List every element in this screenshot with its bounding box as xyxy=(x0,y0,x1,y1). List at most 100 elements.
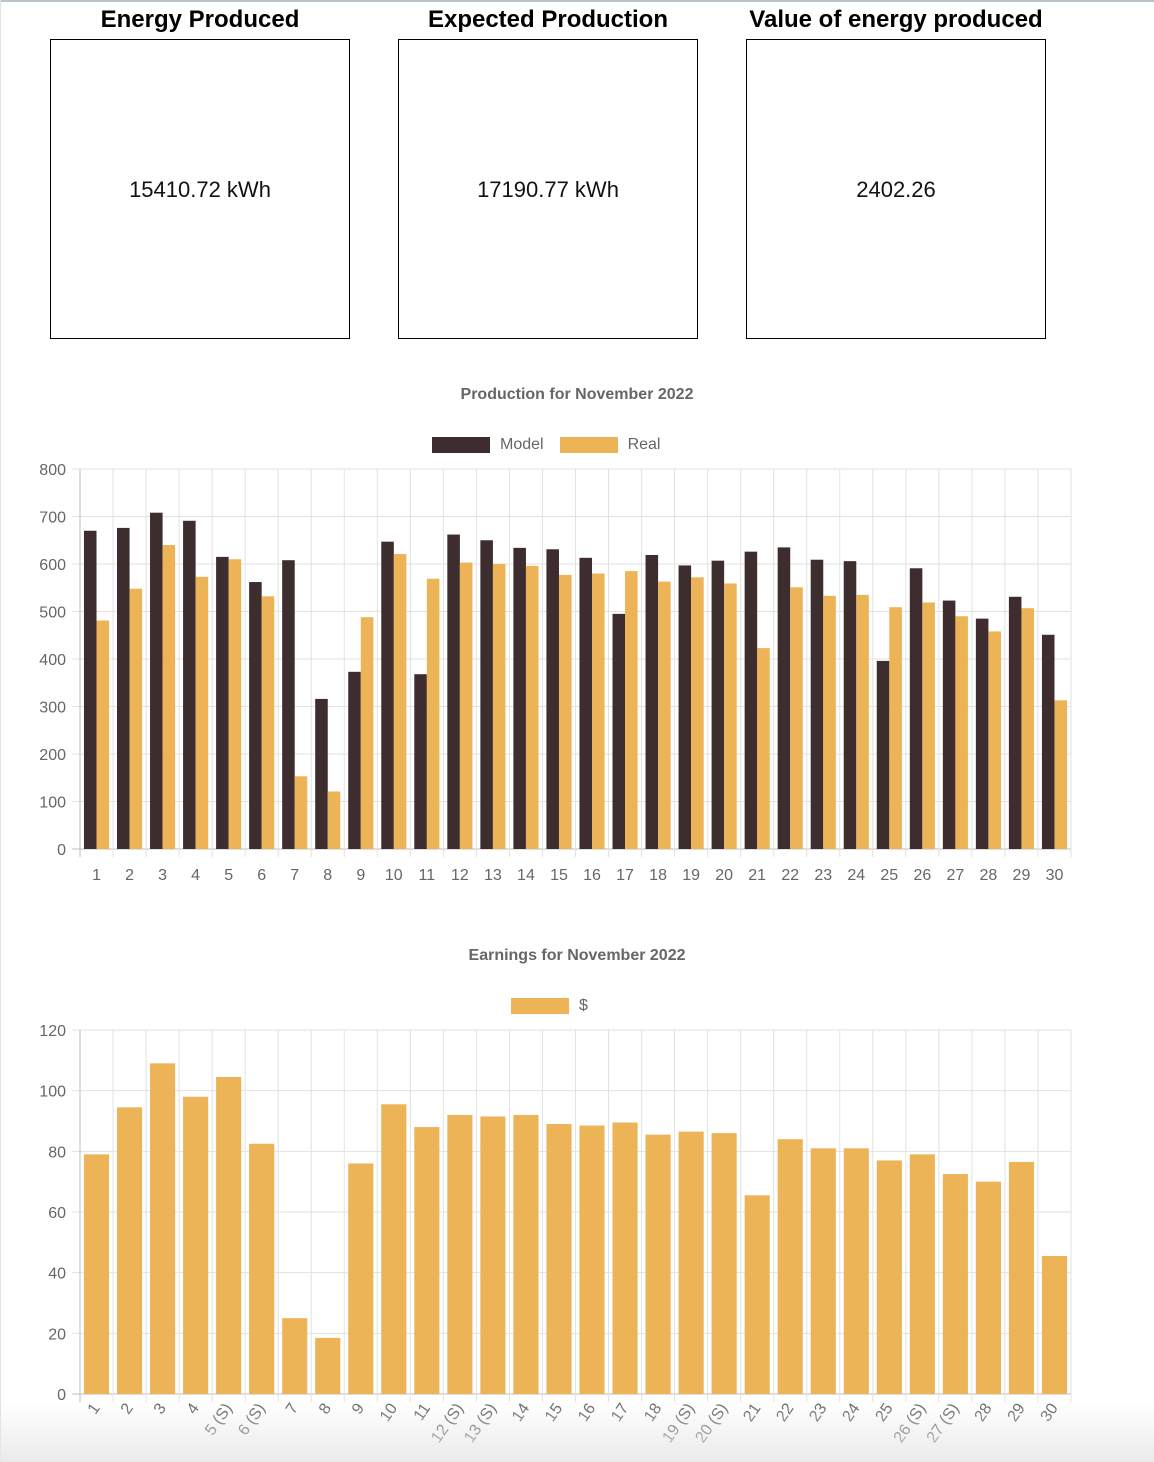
x-tick-label: 12 (S) xyxy=(428,1401,467,1446)
bar-model-12 xyxy=(447,534,460,849)
x-tick-label: 29 xyxy=(1013,867,1031,884)
y-tick-label: 100 xyxy=(39,1084,66,1101)
y-tick-label: 500 xyxy=(39,605,66,622)
bar-model-20 xyxy=(711,560,725,849)
y-tick-label: 0 xyxy=(57,1387,66,1404)
legend-item-real[interactable]: Real xyxy=(559,436,661,454)
x-tick-label: 27 xyxy=(946,867,964,884)
bar-earnings-28 xyxy=(975,1181,1001,1394)
x-tick-label: 30 xyxy=(1046,867,1064,884)
y-tick-label: 200 xyxy=(39,747,66,764)
bar-real-23 xyxy=(823,595,836,849)
card-title-energy-produced: Energy Produced xyxy=(100,6,300,33)
x-tick-label: 16 xyxy=(583,867,601,884)
legend-label-real: Real xyxy=(627,436,661,453)
y-tick-label: 20 xyxy=(48,1326,66,1343)
bar-real-21 xyxy=(757,648,770,849)
x-tick-label: 29 xyxy=(1005,1400,1029,1424)
x-tick-label: 8 xyxy=(316,1400,335,1417)
x-tick-label: 3 xyxy=(151,1400,170,1417)
bar-real-6 xyxy=(261,596,275,849)
bar-earnings-18 xyxy=(645,1134,671,1394)
bar-earnings-3 xyxy=(150,1063,176,1394)
x-tick-label: 5 (S) xyxy=(202,1401,236,1439)
x-tick-label: 20 xyxy=(715,867,733,884)
bar-model-26 xyxy=(909,568,923,849)
legend-item-dollar[interactable]: $ xyxy=(511,997,588,1015)
bar-model-6 xyxy=(249,582,262,849)
x-tick-label: 23 xyxy=(806,1400,830,1424)
x-tick-label: 24 xyxy=(847,867,865,884)
bar-real-4 xyxy=(195,576,209,849)
bar-earnings-19 xyxy=(678,1131,704,1394)
bar-model-27 xyxy=(942,600,956,849)
bar-earnings-5 xyxy=(216,1077,242,1394)
y-tick-label: 60 xyxy=(48,1205,66,1222)
bar-model-5 xyxy=(216,556,229,849)
bar-real-5 xyxy=(228,559,242,849)
bar-real-29 xyxy=(1021,608,1035,849)
bar-earnings-20 xyxy=(711,1133,737,1394)
x-tick-label: 7 xyxy=(283,1400,302,1417)
x-tick-label: 7 xyxy=(290,867,299,884)
bar-real-2 xyxy=(129,588,143,849)
bar-model-1 xyxy=(83,530,97,849)
y-tick-label: 800 xyxy=(39,462,66,479)
bar-earnings-1 xyxy=(83,1154,110,1394)
x-tick-label: 30 xyxy=(1038,1400,1062,1424)
bar-real-22 xyxy=(790,587,803,849)
bar-model-13 xyxy=(480,540,493,849)
card-value-energy-value: 2402.26 xyxy=(856,177,936,202)
bar-real-12 xyxy=(459,562,473,849)
y-tick-label: 120 xyxy=(39,1023,66,1040)
x-tick-label: 10 xyxy=(385,867,403,884)
bar-model-18 xyxy=(645,554,659,849)
bar-model-25 xyxy=(876,660,890,849)
bar-model-14 xyxy=(513,547,526,849)
bar-earnings-7 xyxy=(282,1318,308,1394)
y-tick-label: 0 xyxy=(57,842,66,859)
x-tick-label: 28 xyxy=(980,867,998,884)
y-tick-label: 700 xyxy=(39,510,66,527)
legend-item-model[interactable]: Model xyxy=(432,436,544,454)
y-tick-label: 600 xyxy=(39,557,66,574)
bar-earnings-24 xyxy=(843,1148,869,1394)
earnings-chart-title: Earnings for November 2022 xyxy=(468,947,686,964)
x-tick-label: 25 xyxy=(880,867,898,884)
bar-real-18 xyxy=(658,581,671,849)
legend-label-dollar: $ xyxy=(579,997,588,1014)
x-tick-label: 21 xyxy=(748,867,766,884)
bar-model-24 xyxy=(843,561,857,849)
x-tick-label: 3 xyxy=(158,867,167,884)
x-tick-label: 27 (S) xyxy=(924,1401,963,1446)
bar-real-26 xyxy=(922,602,935,849)
card-title-energy-value: Value of energy produced xyxy=(749,6,1043,33)
y-tick-label: 80 xyxy=(48,1144,66,1161)
bar-real-15 xyxy=(558,574,572,849)
bar-earnings-4 xyxy=(183,1096,209,1394)
bar-earnings-17 xyxy=(612,1122,638,1394)
bar-earnings-25 xyxy=(876,1160,902,1394)
x-tick-label: 10 xyxy=(377,1400,401,1424)
legend-label-model: Model xyxy=(500,436,544,453)
x-tick-label: 2 xyxy=(125,867,134,884)
x-tick-label: 5 xyxy=(224,867,233,884)
card-value-expected-production: 17190.77 kWh xyxy=(477,177,619,202)
x-tick-label: 17 xyxy=(616,867,634,884)
legend-swatch-dollar xyxy=(511,998,569,1014)
bar-real-17 xyxy=(625,571,638,849)
bar-model-7 xyxy=(282,560,295,849)
x-tick-label: 2 xyxy=(118,1400,137,1417)
x-tick-label: 13 xyxy=(484,867,502,884)
x-tick-label: 15 xyxy=(550,867,568,884)
y-tick-label: 400 xyxy=(39,652,66,669)
bar-real-19 xyxy=(691,577,704,849)
bar-real-8 xyxy=(327,791,341,849)
bar-real-24 xyxy=(856,594,869,849)
bar-model-30 xyxy=(1041,634,1055,849)
bar-earnings-8 xyxy=(315,1337,341,1394)
bar-model-4 xyxy=(183,520,196,849)
bar-model-17 xyxy=(612,613,626,849)
x-tick-label: 18 xyxy=(641,1400,665,1424)
x-tick-label: 20 (S) xyxy=(693,1401,732,1446)
